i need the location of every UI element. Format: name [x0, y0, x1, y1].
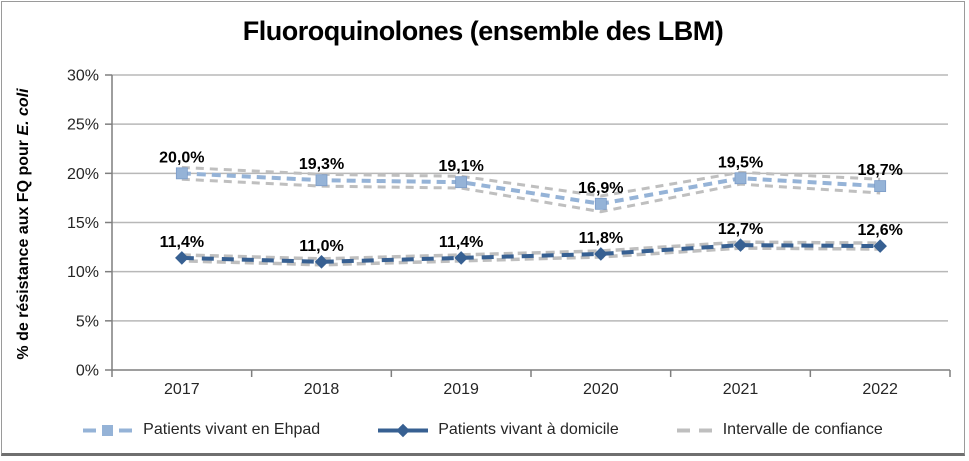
confidence-interval-line	[181, 246, 881, 267]
legend-item-domicile: Patients vivant à domicile	[378, 421, 619, 439]
y-tick-label: 25%	[67, 117, 99, 134]
y-tick-label: 15%	[67, 215, 99, 232]
y-tick-label: 5%	[76, 313, 99, 330]
data-label: 19,3%	[299, 156, 344, 173]
square-marker	[594, 197, 607, 210]
diamond-marker	[175, 251, 189, 265]
data-label: 11,8%	[579, 230, 623, 247]
dash	[83, 428, 97, 432]
square	[102, 424, 114, 436]
chart-title: Fluoroquinolones (ensemble des LBM)	[242, 16, 724, 46]
diamond-marker	[454, 251, 468, 265]
data-label: 11,4%	[439, 234, 483, 251]
x-tick-label: 2019	[443, 381, 479, 398]
x-tick-label: 2020	[583, 381, 619, 398]
y-tick-label: 20%	[67, 166, 99, 183]
x-tick-label: 2021	[723, 381, 759, 398]
y-tick-label: 30%	[67, 68, 99, 85]
legend: Patients vivant en Ehpad Patients vivant…	[2, 421, 964, 439]
dash	[698, 428, 712, 432]
data-label: 11,0%	[299, 238, 343, 255]
square-marker	[315, 174, 328, 187]
data-label: 12,6%	[857, 222, 902, 239]
y-tick-label: 0%	[76, 363, 99, 380]
legend-label-domicile: Patients vivant à domicile	[438, 421, 619, 438]
diamond-marker	[873, 239, 887, 253]
data-label: 19,1%	[438, 158, 483, 175]
square-marker	[455, 176, 468, 189]
square-marker	[734, 172, 747, 185]
legend-label-ci: Intervalle de confiance	[722, 421, 883, 438]
data-label: 19,5%	[718, 154, 763, 171]
series-line-ehpad	[181, 171, 881, 206]
confidence-interval-line	[181, 177, 881, 214]
legend-item-ci: Intervalle de confiance	[676, 421, 883, 439]
confidence-interval-swatch-icon	[676, 428, 712, 432]
data-label: 16,9%	[578, 180, 623, 197]
legend-item-ehpad: Patients vivant en Ehpad	[83, 421, 320, 439]
domicile-series-swatch-icon	[378, 423, 429, 437]
data-label: 12,7%	[718, 221, 763, 238]
data-label: 18,7%	[857, 162, 902, 179]
diamond-marker	[594, 247, 608, 261]
confidence-interval-line	[181, 165, 881, 198]
plot-area: 0% 5% 10% 15% 20% 25% 30% 2017 2018 2019 2020 2021 2…	[67, 68, 951, 398]
y-tick-label: 10%	[67, 264, 99, 281]
data-label: 20,0%	[159, 149, 204, 166]
data-label: 11,4%	[160, 234, 204, 251]
confidence-interval-line	[181, 240, 881, 261]
legend-label-ehpad: Patients vivant en Ehpad	[143, 421, 321, 438]
dash	[119, 428, 133, 432]
x-tick-label: 2018	[304, 381, 340, 398]
x-tick-label: 2017	[164, 381, 200, 398]
square-marker	[874, 180, 887, 193]
square-marker	[175, 167, 188, 180]
ehpad-series-swatch-icon	[83, 424, 133, 436]
dash	[676, 428, 690, 432]
diamond-marker	[733, 238, 748, 252]
series-line-domicile	[181, 243, 881, 264]
diamond	[396, 423, 410, 437]
x-tick-label: 2022	[862, 381, 898, 398]
